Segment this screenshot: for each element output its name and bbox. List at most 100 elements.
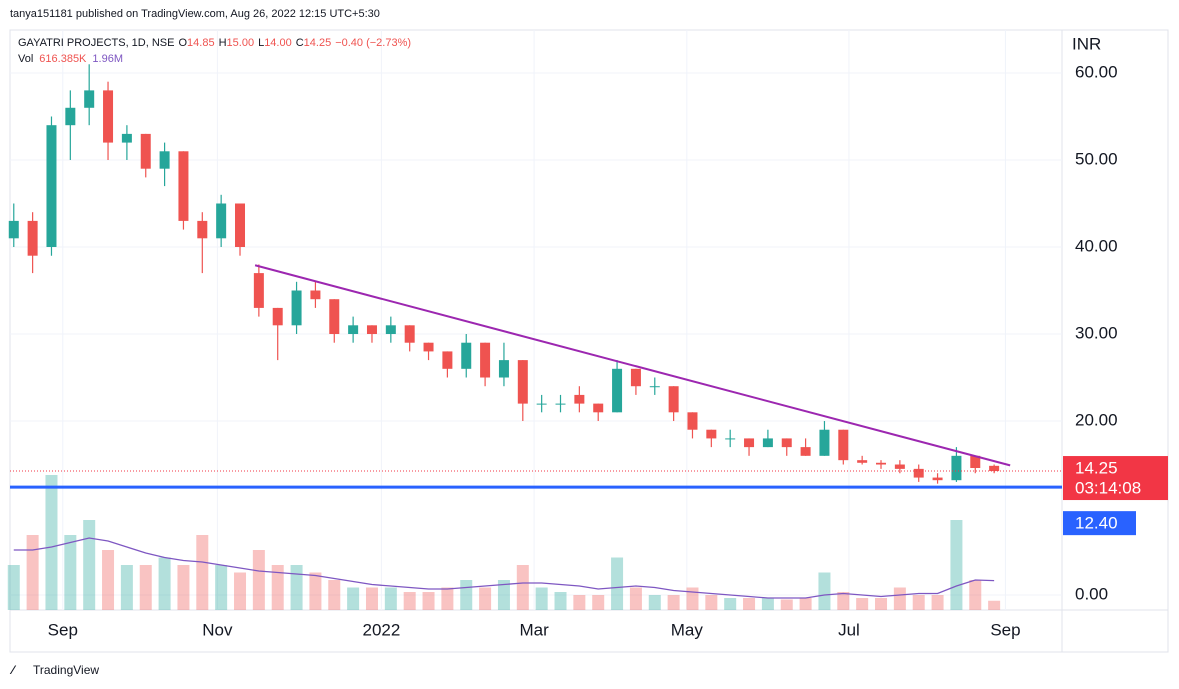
volume-ma-line: [13, 537, 995, 599]
volume-bar: [799, 598, 812, 610]
volume-bar: [83, 520, 96, 610]
x-tick-label: Mar: [519, 620, 549, 639]
volume-bar: [139, 565, 152, 610]
candle-body: [706, 429, 717, 439]
candle-body: [781, 438, 792, 448]
currency: INR: [1072, 34, 1101, 53]
candle-body: [593, 403, 604, 413]
volume-bar: [309, 572, 322, 610]
candle-body: [668, 386, 679, 413]
y-tick-label: 20.00: [1075, 411, 1118, 430]
price-line-box: [1063, 511, 1136, 536]
volume-bar: [479, 587, 492, 610]
legend: GAYATRI PROJECTS, 1D, NSE O14.85 H15.00 L14…: [18, 37, 411, 49]
candle-body: [762, 438, 773, 448]
volume-bar: [592, 595, 605, 610]
candle-body: [555, 403, 566, 405]
x-tick-label: Nov: [202, 620, 233, 639]
legend-key: L: [258, 37, 264, 49]
candle-body: [970, 455, 981, 469]
frame: [9, 29, 1169, 653]
y-tick-label: 30.00: [1075, 323, 1118, 342]
volume-bar: [215, 565, 228, 610]
volume-bar: [893, 587, 906, 610]
candle-body: [121, 133, 132, 143]
candle-body: [744, 438, 755, 448]
candle-body: [574, 394, 585, 404]
candle-body: [894, 464, 905, 469]
y-tick-label: 50.00: [1075, 149, 1118, 168]
volume-bar: [234, 572, 247, 610]
candle-body: [630, 368, 641, 387]
candle-body: [385, 325, 396, 335]
candle-body: [819, 429, 830, 456]
volume-bar: [856, 598, 869, 610]
x-tick-label: May: [671, 620, 704, 639]
candle-body: [932, 477, 943, 481]
candle-body: [310, 290, 321, 300]
volume-bar: [818, 572, 831, 610]
candle-body: [536, 403, 547, 405]
volume-value: 616.385K: [39, 53, 87, 65]
volume-bar: [705, 595, 718, 610]
candle-body: [461, 342, 472, 369]
candle-body: [498, 360, 509, 378]
volume-bar: [365, 587, 378, 610]
volume-bar: [196, 535, 209, 610]
x-tick-label: Sep: [990, 620, 1020, 639]
candle-body: [235, 203, 246, 247]
legend-change: −0.40 (−2.73%): [335, 37, 411, 49]
volume-bar: [667, 595, 680, 610]
y-tick-label: 60.00: [1075, 62, 1118, 81]
legend-key: H: [219, 37, 227, 49]
x-tick-label: Sep: [48, 620, 78, 639]
volume-bar: [384, 587, 397, 610]
volume-bar: [837, 592, 850, 610]
volume-ma-value: 1.96M: [92, 53, 123, 65]
candle-body: [649, 386, 660, 388]
volume-bar: [347, 587, 360, 610]
volume-bar: [441, 587, 454, 610]
candle-body: [517, 360, 528, 404]
candle-body: [838, 429, 849, 461]
candle-body: [480, 342, 491, 378]
volume-bar: [64, 535, 77, 610]
volume-bar: [158, 557, 171, 610]
candle-body: [46, 125, 57, 247]
candle-body: [612, 368, 623, 413]
x-tick-label: 2022: [362, 620, 400, 639]
volume-bar: [912, 595, 925, 610]
volume-bar: [724, 598, 737, 610]
legend-value: 14.85: [187, 37, 215, 49]
legend-key: C: [296, 37, 304, 49]
x-tick-label: Jul: [838, 620, 860, 639]
candle-body: [84, 90, 95, 108]
candle-body: [366, 325, 377, 335]
countdown: 03:14:08: [1075, 479, 1141, 498]
candle-body: [329, 299, 340, 335]
candle-body: [197, 220, 208, 239]
candle-body: [103, 90, 114, 143]
volume-bar: [271, 565, 284, 610]
candle-body: [216, 203, 227, 239]
volume-bar: [7, 565, 20, 610]
candle-body: [876, 462, 887, 465]
volume-bar: [629, 587, 642, 610]
volume-bar: [252, 550, 265, 610]
volume-bar: [328, 580, 341, 610]
legend-value: 15.00: [227, 37, 255, 49]
legend-key: O: [178, 37, 187, 49]
volume-bar: [875, 598, 888, 610]
volume-bar: [988, 600, 1001, 610]
candle-body: [404, 325, 415, 343]
volume-bar: [290, 565, 303, 610]
candle-body: [65, 107, 76, 126]
volume-bar: [950, 520, 963, 610]
candle-body: [857, 460, 868, 463]
legend-value: 14.25: [304, 37, 332, 49]
last-price-label: 14.25: [1075, 459, 1118, 478]
candle-body: [178, 151, 189, 221]
volume-bar: [102, 550, 115, 610]
candle-body: [140, 133, 151, 169]
